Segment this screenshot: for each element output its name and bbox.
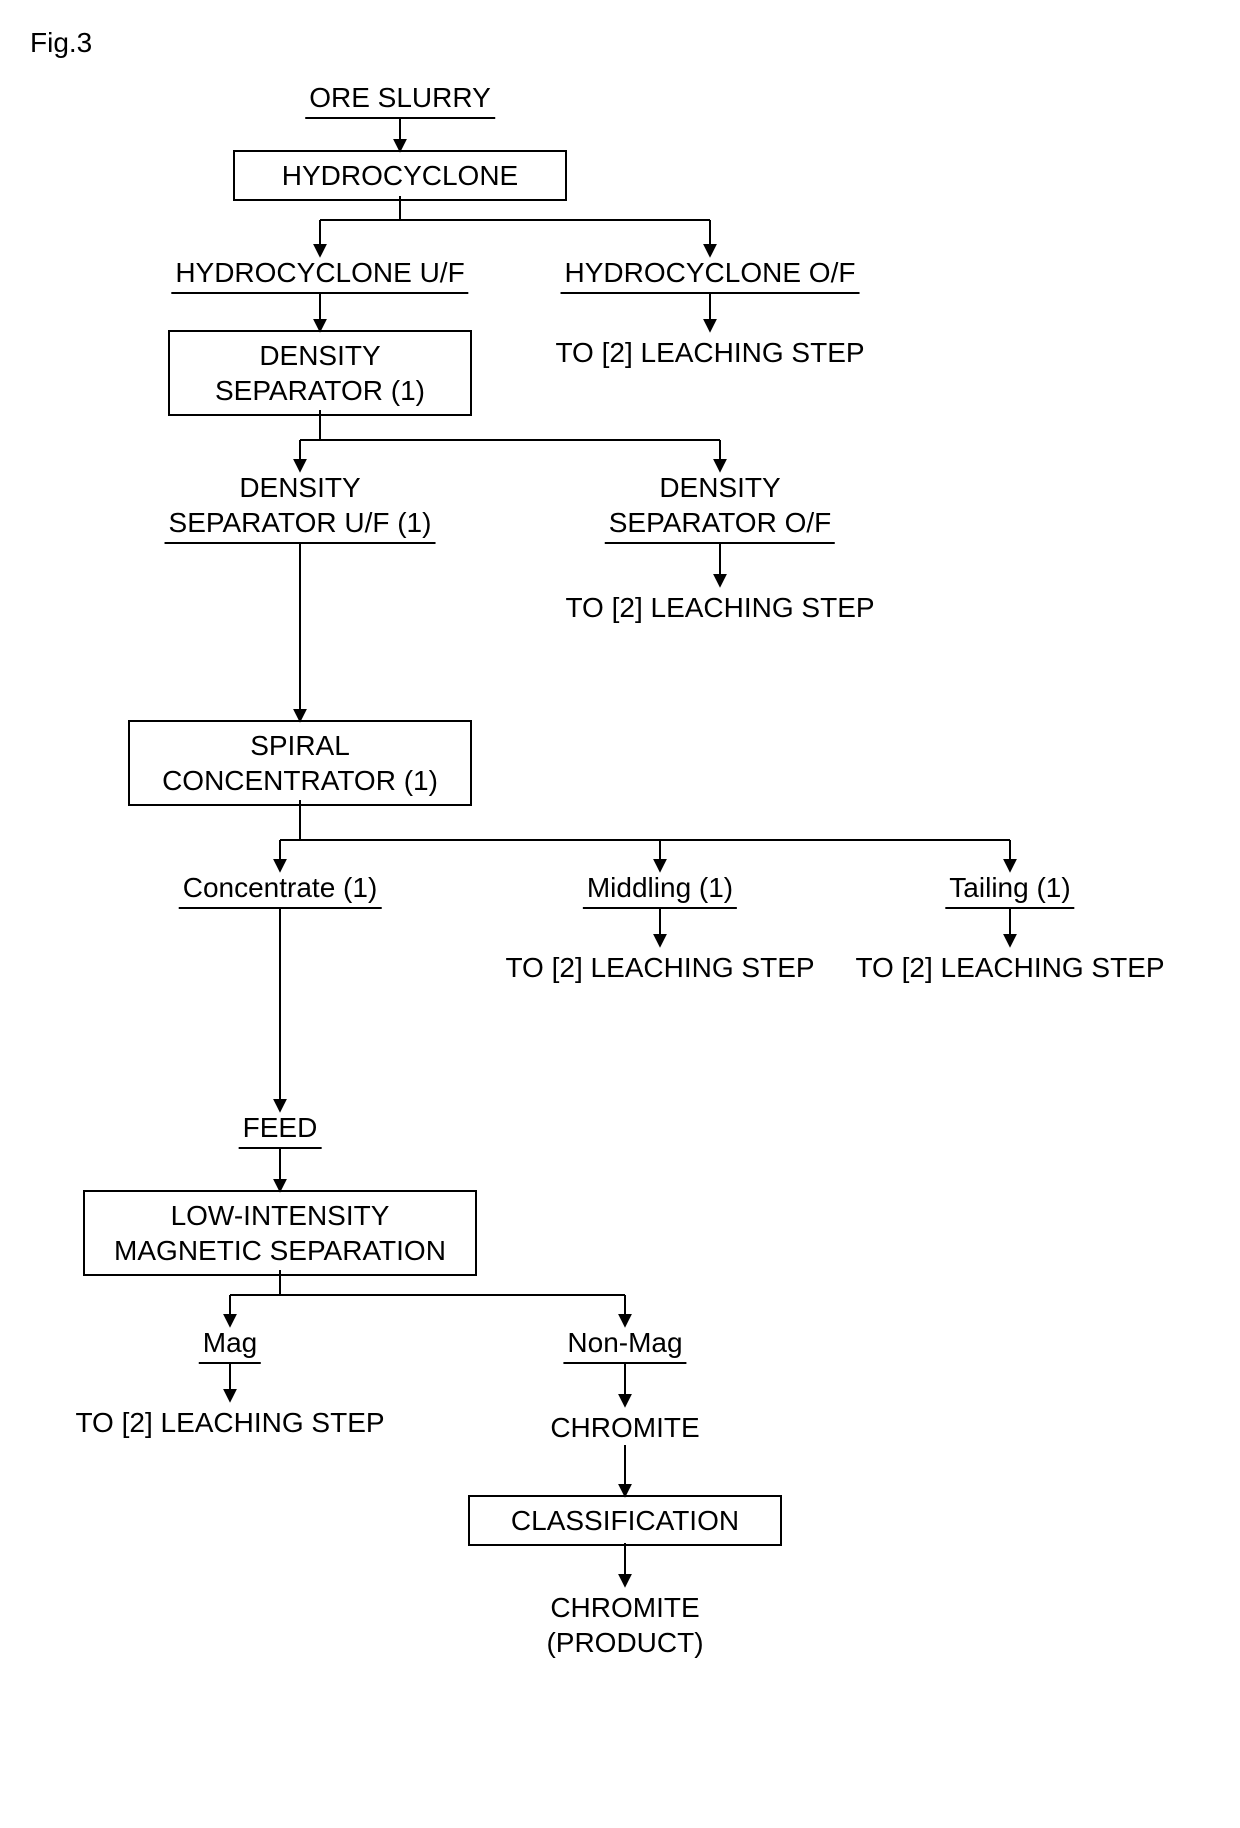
node-tailing: Tailing (1) <box>945 870 1074 909</box>
node-chromite: CHROMITE <box>550 1410 699 1445</box>
node-hc-uf: HYDROCYCLONE U/F <box>171 255 468 294</box>
node-density-separator: DENSITY SEPARATOR (1) <box>168 330 472 416</box>
node-ore-slurry: ORE SLURRY <box>305 80 495 119</box>
figure-label: Fig.3 <box>30 25 92 60</box>
node-concentrate: Concentrate (1) <box>179 870 382 909</box>
node-feed: FEED <box>239 1110 322 1149</box>
node-hc-of-out: TO [2] LEACHING STEP <box>555 335 864 370</box>
node-middling-out: TO [2] LEACHING STEP <box>505 950 814 985</box>
node-ds-of-out: TO [2] LEACHING STEP <box>565 590 874 625</box>
node-chromite-product: CHROMITE (PRODUCT) <box>546 1590 703 1660</box>
node-lims: LOW-INTENSITY MAGNETIC SEPARATION <box>83 1190 477 1276</box>
node-mag-out: TO [2] LEACHING STEP <box>75 1405 384 1440</box>
node-middling: Middling (1) <box>583 870 737 909</box>
node-classification: CLASSIFICATION <box>468 1495 782 1546</box>
node-hydrocyclone: HYDROCYCLONE <box>233 150 567 201</box>
node-nonmag: Non-Mag <box>563 1325 686 1364</box>
node-ds-uf: DENSITY SEPARATOR U/F (1) <box>165 470 436 544</box>
node-mag: Mag <box>199 1325 261 1364</box>
node-spiral-concentrator: SPIRAL CONCENTRATOR (1) <box>128 720 472 806</box>
node-tailing-out: TO [2] LEACHING STEP <box>855 950 1164 985</box>
node-hc-of: HYDROCYCLONE O/F <box>561 255 860 294</box>
node-ds-of: DENSITY SEPARATOR O/F <box>605 470 835 544</box>
